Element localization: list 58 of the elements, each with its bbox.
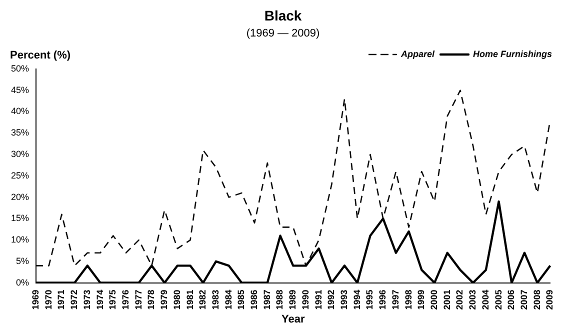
x-tick-label: 2003	[468, 290, 478, 310]
y-axis-title: Percent (%)	[10, 50, 71, 62]
y-tick-label: 50%	[11, 63, 30, 74]
x-tick-label: 1975	[108, 290, 118, 310]
x-axis-title: Year	[281, 313, 306, 326]
x-tick-label: 1993	[339, 290, 350, 310]
x-tick-label: 1977	[133, 290, 144, 310]
x-tick-label: 1996	[378, 290, 388, 310]
y-tick-label: 0%	[16, 277, 30, 288]
y-tick-label: 15%	[11, 213, 30, 224]
x-tick-label: 1985	[236, 290, 246, 310]
x-tick-label: 1973	[82, 290, 92, 310]
x-tick-label: 1971	[56, 290, 66, 310]
x-tick-label: 2001	[442, 290, 452, 310]
x-tick-label: 2006	[506, 290, 516, 310]
x-tick-label: 2005	[493, 290, 504, 310]
x-tick-label: 1988	[274, 290, 285, 310]
x-tick-label: 2008	[532, 290, 542, 310]
x-tick-label: 1987	[262, 290, 272, 310]
x-tick-label: 2009	[544, 290, 555, 310]
legend-label: Home Furnishings	[472, 48, 552, 59]
x-tick-label: 1970	[43, 290, 54, 310]
x-tick-label: 1991	[313, 290, 324, 310]
x-tick-label: 1994	[352, 290, 362, 310]
y-tick-label: 20%	[11, 192, 30, 202]
y-tick-label: 10%	[11, 234, 30, 245]
y-tick-label: 5%	[16, 256, 30, 266]
x-tick-label: 2002	[454, 290, 465, 310]
x-tick-label: 1983	[210, 290, 220, 310]
x-tick-label: 1995	[364, 290, 375, 310]
y-tick-label: 35%	[11, 128, 30, 138]
x-tick-label: 2004	[480, 290, 490, 310]
x-tick-label: 1981	[184, 290, 195, 310]
x-tick-label: 1969	[30, 290, 40, 310]
legend-label: Apparel	[400, 48, 435, 59]
x-tick-label: 1980	[172, 290, 182, 310]
x-tick-label: 1989	[288, 290, 298, 310]
y-tick-label: 25%	[11, 170, 30, 180]
y-tick-label: 40%	[11, 106, 30, 116]
x-tick-label: 1998	[403, 290, 414, 310]
chart-title: Black	[264, 7, 302, 24]
x-tick-label: 1979	[159, 290, 170, 310]
x-tick-label: 1976	[120, 290, 130, 310]
x-tick-label: 1999	[416, 290, 426, 310]
x-tick-label: 2000	[428, 290, 439, 310]
x-tick-label: 1978	[146, 290, 156, 310]
x-tick-label: 2007	[518, 290, 529, 310]
y-tick-label: 30%	[11, 148, 30, 159]
x-tick-label: 1984	[223, 290, 234, 310]
y-tick-label: 45%	[11, 84, 30, 95]
x-tick-label: 1992	[326, 290, 336, 310]
x-tick-label: 1982	[198, 290, 208, 310]
x-tick-label: 1986	[249, 290, 260, 310]
chart-subtitle: (1969 — 2009)	[246, 27, 320, 40]
x-tick-label: 1974	[94, 290, 105, 310]
x-tick-label: 1997	[390, 290, 400, 310]
x-tick-label: 1990	[300, 290, 310, 310]
x-tick-label: 1972	[69, 290, 80, 310]
